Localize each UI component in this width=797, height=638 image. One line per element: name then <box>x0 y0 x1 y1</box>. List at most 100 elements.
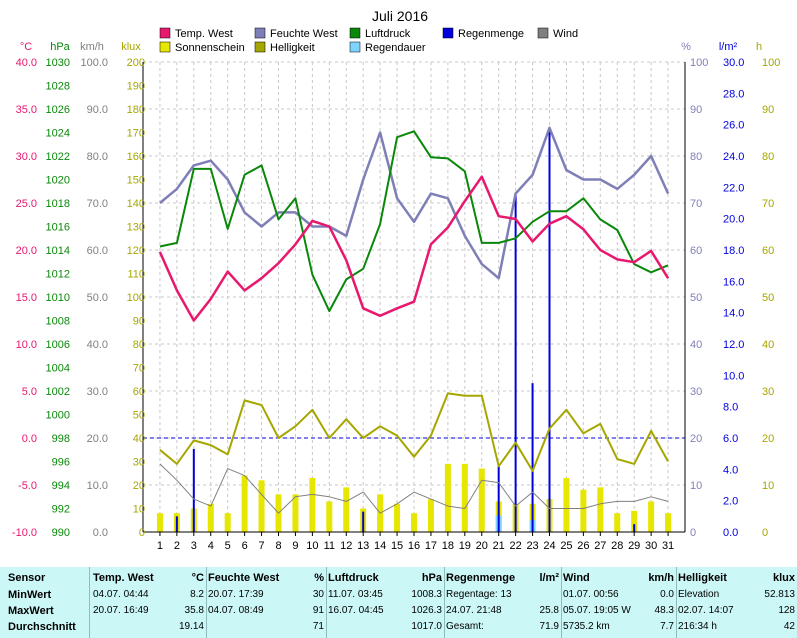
stats-block-unit: °C <box>191 572 204 584</box>
stats-block-unit: klux <box>772 572 795 584</box>
rain-tick-label: 4.0 <box>723 464 738 476</box>
stats-block-title: Feuchte West <box>208 572 280 584</box>
x-tick-label: 27 <box>594 540 606 552</box>
sunshine-bar <box>394 503 401 532</box>
x-tick-label: 26 <box>577 540 589 552</box>
temp-tick-label: 25.0 <box>16 198 37 210</box>
sunshine-bar <box>156 513 163 532</box>
brightness-tick-label: 100 <box>127 292 145 304</box>
stats-cell-label: 04.07. 04:44 <box>93 589 149 600</box>
stats-separator <box>676 567 677 638</box>
rain-tick-label: 16.0 <box>723 276 744 288</box>
rain-tick-label: 18.0 <box>723 245 744 257</box>
rain-tick-label: 22.0 <box>723 182 744 194</box>
brightness-tick-label: 70 <box>133 363 145 375</box>
stats-cell-label: 11.07. 03:45 <box>328 589 383 600</box>
x-tick-label: 2 <box>174 540 180 552</box>
brightness-series-line <box>159 392 669 472</box>
stats-cell-value: 42 <box>783 621 795 632</box>
rain-tick-label: 14.0 <box>723 308 744 320</box>
humidity-tick-label: 50 <box>690 292 702 304</box>
brightness-tick-label: 130 <box>127 222 145 234</box>
stats-cell-label: Elevation <box>678 589 720 600</box>
brightness-tick-label: 180 <box>127 104 145 116</box>
rain-tick-label: 10.0 <box>723 370 744 382</box>
stats-cell-label: Regentage: 13 <box>446 589 512 600</box>
sunshine-bar <box>292 494 299 532</box>
sunshine-bar <box>614 513 621 532</box>
rain-bar <box>514 195 517 532</box>
brightness-tick-label: 200 <box>127 57 145 69</box>
sunshine-bar <box>427 499 434 532</box>
humidity-tick-label: 40 <box>690 339 702 351</box>
sunshine-tick-label: 20 <box>762 433 774 445</box>
legend-label-rain: Regenmenge <box>458 28 524 40</box>
sunshine-bar <box>411 513 417 532</box>
pressure-tick-label: 1028 <box>46 81 70 93</box>
pressure-tick-label: 990 <box>52 527 70 539</box>
brightness-tick-label: 140 <box>127 198 145 210</box>
x-tick-label: 7 <box>259 540 265 552</box>
stats-separator <box>444 567 445 638</box>
brightness-tick-label: 20 <box>133 480 145 492</box>
x-tick-label: 1 <box>157 540 163 552</box>
sunshine-tick-label: 60 <box>762 245 774 257</box>
x-tick-label: 20 <box>476 540 488 552</box>
brightness-tick-label: 50 <box>133 410 145 422</box>
stats-cell-value: 35.8 <box>184 605 204 616</box>
stats-separator <box>206 567 207 638</box>
pressure-tick-label: 1002 <box>46 386 70 398</box>
sunshine-unit-label: h <box>756 41 762 53</box>
temp-tick-label: -5.0 <box>18 480 37 492</box>
temp-tick-label: 0.0 <box>22 433 37 445</box>
legend-swatch-temp <box>159 27 171 39</box>
x-tick-label: 8 <box>275 540 281 552</box>
brightness-unit-label: klux <box>121 41 141 53</box>
x-tick-label: 25 <box>560 540 572 552</box>
temp-tick-label: 40.0 <box>16 57 37 69</box>
legend-swatch-rain <box>442 27 454 39</box>
brightness-tick-label: 40 <box>133 433 145 445</box>
stats-cell-value: 1008.3 <box>411 589 442 600</box>
stats-cell-label: Gesamt: <box>446 621 484 632</box>
rain-tick-label: 2.0 <box>723 496 738 508</box>
stats-cell-value: 91 <box>312 605 324 616</box>
stats-cell-label: 20.07. 17:39 <box>208 589 264 600</box>
temp-tick-label: 5.0 <box>22 386 37 398</box>
stats-cell-value: 25.8 <box>539 605 559 616</box>
stats-cell-label: 24.07. 21:48 <box>446 605 502 616</box>
pressure-tick-label: 994 <box>52 480 70 492</box>
stats-block: Regenmenge l/m² Regentage: 13 24.07. 21:48 2… <box>446 567 559 638</box>
pressure-tick-label: 1010 <box>46 292 70 304</box>
humidity-series-line <box>159 126 670 280</box>
temp-tick-label: 35.0 <box>16 104 37 116</box>
sunshine-tick-label: 80 <box>762 151 774 163</box>
humidity-tick-label: 60 <box>690 245 702 257</box>
brightness-tick-label: 90 <box>133 316 145 328</box>
x-tick-label: 28 <box>611 540 623 552</box>
wind-tick-label: 10.0 <box>87 480 108 492</box>
rain-bar <box>633 524 636 532</box>
wind-tick-label: 50.0 <box>87 292 108 304</box>
sunshine-tick-label: 40 <box>762 339 774 351</box>
stats-block: Luftdruck hPa 11.07. 03:45 1008.3 16.07. 04:… <box>328 567 442 638</box>
legend-swatch-rainduration <box>349 41 361 53</box>
stats-cell-value: 128 <box>778 605 795 616</box>
wind-unit-label: km/h <box>80 41 104 53</box>
stats-cell-label: 04.07. 08:49 <box>208 605 264 616</box>
x-tick-label: 19 <box>459 540 471 552</box>
sunshine-bar <box>258 480 265 532</box>
rain-bar <box>531 383 534 532</box>
temp-tick-label: 10.0 <box>16 339 37 351</box>
pressure-tick-label: 1016 <box>46 222 70 234</box>
sunshine-tick-label: 50 <box>762 292 774 304</box>
brightness-tick-label: 170 <box>127 128 145 140</box>
weather-chart: Juli 2016 Temp. West Feuchte West Luftdruc… <box>12 8 780 552</box>
x-tick-label: 18 <box>442 540 454 552</box>
legend-swatch-sunshine <box>159 41 171 53</box>
stats-cell-label: 02.07. 14:07 <box>678 605 734 616</box>
stats-row-labels: Sensor MinWert MaxWert Durchschnitt <box>8 567 88 638</box>
wind-tick-label: 40.0 <box>87 339 108 351</box>
sunshine-bar <box>563 477 570 532</box>
x-tick-label: 10 <box>306 540 318 552</box>
